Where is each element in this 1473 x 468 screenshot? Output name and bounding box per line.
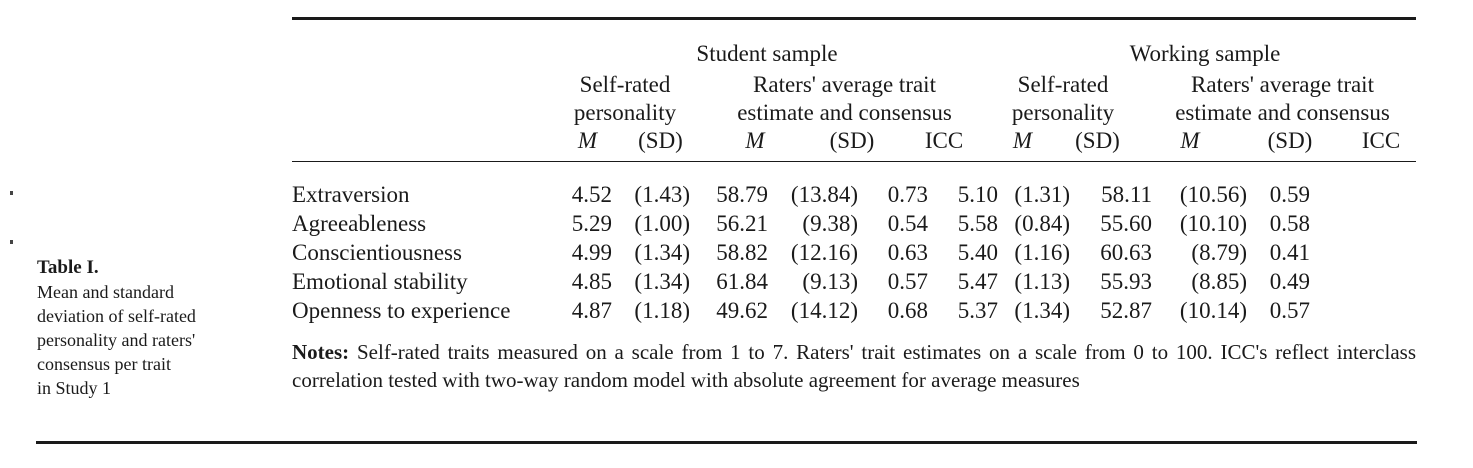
- header-student-sample: Student sample: [696, 41, 838, 66]
- table-cell: 5.40: [957, 240, 998, 265]
- top-rule: [292, 17, 1416, 20]
- table-caption: Table I. Mean and standard deviation of …: [37, 256, 287, 400]
- table-cell: (8.79): [1191, 240, 1247, 265]
- table-cell: (9.13): [802, 269, 858, 294]
- header-estimate-consensus: estimate and consensus: [1175, 100, 1390, 125]
- table-cell: 60.63: [1100, 240, 1152, 265]
- header-raters-estimate: Raters' average trait: [1191, 72, 1374, 97]
- col-header-m: M: [745, 128, 765, 153]
- col-header-sd: (SD): [829, 128, 875, 153]
- col-header-sd: (SD): [638, 128, 683, 153]
- table-cell: (12.16): [790, 240, 858, 265]
- table-cell: (1.34): [634, 269, 690, 294]
- table-cell: (0.84): [1014, 211, 1070, 236]
- header-estimate-consensus: estimate and consensus: [737, 100, 952, 125]
- col-header-icc: ICC: [924, 128, 964, 153]
- table-row: Emotional stability 4.85 (1.34) 61.84 (9.13)…: [292, 267, 1310, 296]
- table-row: Openness to experience 4.87 (1.18) 49.62 (14…: [292, 296, 1310, 325]
- table-cell: 4.87: [571, 298, 612, 323]
- col-header-sd: (SD): [1075, 128, 1120, 153]
- table-notes: Notes: Self-rated traits measured on a s…: [292, 338, 1416, 394]
- caption-line: Mean and standard: [37, 282, 174, 302]
- header-personality: personality: [573, 100, 677, 125]
- table-cell: 58.82: [716, 240, 768, 265]
- table-cell: 0.54: [887, 211, 928, 236]
- table-cell: (10.10): [1179, 211, 1247, 236]
- table-cell: 56.21: [716, 211, 768, 236]
- trait-label: Openness to experience: [292, 298, 511, 323]
- margin-mark: [10, 191, 13, 195]
- table-cell: (13.84): [790, 182, 858, 207]
- caption-line: in Study 1: [37, 378, 112, 398]
- table-cell: 55.60: [1100, 211, 1152, 236]
- table-cell: 55.93: [1100, 269, 1152, 294]
- table-row: Agreeableness 5.29 (1.00) 56.21 (9.38) 0.54 5.…: [292, 209, 1310, 238]
- table-cell: (1.16): [1014, 240, 1070, 265]
- header-raters-estimate: Raters' average trait: [753, 72, 936, 97]
- table-row: Conscientiousness 4.99 (1.34) 58.82 (12.16) 0…: [292, 238, 1310, 267]
- table-cell: (10.14): [1179, 298, 1247, 323]
- table-cell: (14.12): [790, 298, 858, 323]
- table-cell: 0.57: [1269, 298, 1310, 323]
- table-cell: 0.73: [887, 182, 928, 207]
- data-table: Extraversion 4.52 (1.43) 58.79 (13.84) 0.73 5.…: [292, 180, 1310, 325]
- table-cell: 61.84: [716, 269, 768, 294]
- table-cell: 0.63: [887, 240, 928, 265]
- table-cell: 4.99: [571, 240, 612, 265]
- table-cell: 4.52: [571, 182, 612, 207]
- table-row: Extraversion 4.52 (1.43) 58.79 (13.84) 0.73 5.…: [292, 180, 1310, 209]
- table-cell: 49.62: [716, 298, 768, 323]
- table-cell: 58.79: [716, 182, 768, 207]
- table-cell: (8.85): [1191, 269, 1247, 294]
- table-cell: 0.49: [1269, 269, 1310, 294]
- table-cell: (1.34): [634, 240, 690, 265]
- col-header-icc: ICC: [1361, 128, 1401, 153]
- header-self-rated: Self-rated: [579, 72, 671, 97]
- col-header-m: M: [1012, 128, 1033, 153]
- table-cell: 5.37: [957, 298, 998, 323]
- notes-text: Self-rated traits measured on a scale fr…: [292, 340, 1416, 392]
- header-personality: personality: [1011, 100, 1115, 125]
- caption-line: personality and raters': [37, 330, 196, 350]
- table-cell: 52.87: [1100, 298, 1152, 323]
- header-rule: [292, 161, 1416, 162]
- bottom-rule: [36, 441, 1417, 444]
- table-cell: (10.56): [1179, 182, 1247, 207]
- table-cell: 5.58: [957, 211, 998, 236]
- table-cell: 0.57: [887, 269, 928, 294]
- table-cell: (1.18): [634, 298, 690, 323]
- table-cell: (9.38): [802, 211, 858, 236]
- trait-label: Agreeableness: [292, 211, 427, 236]
- trait-label: Conscientiousness: [292, 240, 462, 265]
- table-cell: (1.13): [1014, 269, 1070, 294]
- caption-title: Table I.: [37, 257, 99, 278]
- table-cell: (1.31): [1014, 182, 1070, 207]
- table-cell: 4.85: [571, 269, 612, 294]
- table-cell: 0.41: [1269, 240, 1310, 265]
- table-cell: 0.58: [1269, 211, 1310, 236]
- table-cell: 0.68: [887, 298, 928, 323]
- trait-label: Emotional stability: [292, 269, 468, 294]
- table-cell: 0.59: [1269, 182, 1310, 207]
- table-cell: 5.10: [957, 182, 998, 207]
- caption-line: deviation of self-rated: [37, 306, 196, 326]
- notes-label: Notes:: [292, 340, 350, 364]
- table-cell: 5.47: [957, 269, 998, 294]
- table-cell: (1.43): [634, 182, 690, 207]
- header-working-sample: Working sample: [1129, 41, 1281, 66]
- table-cell: (1.34): [1014, 298, 1070, 323]
- table-cell: 5.29: [571, 211, 612, 236]
- margin-mark: [10, 240, 13, 244]
- table-cell: 58.11: [1101, 182, 1152, 207]
- header-self-rated: Self-rated: [1017, 72, 1109, 97]
- col-header-m: M: [577, 128, 598, 153]
- caption-line: consensus per trait: [37, 354, 171, 374]
- col-header-m: M: [1180, 128, 1200, 153]
- trait-label: Extraversion: [292, 182, 410, 207]
- table-cell: (1.00): [634, 211, 690, 236]
- col-header-sd: (SD): [1267, 128, 1313, 153]
